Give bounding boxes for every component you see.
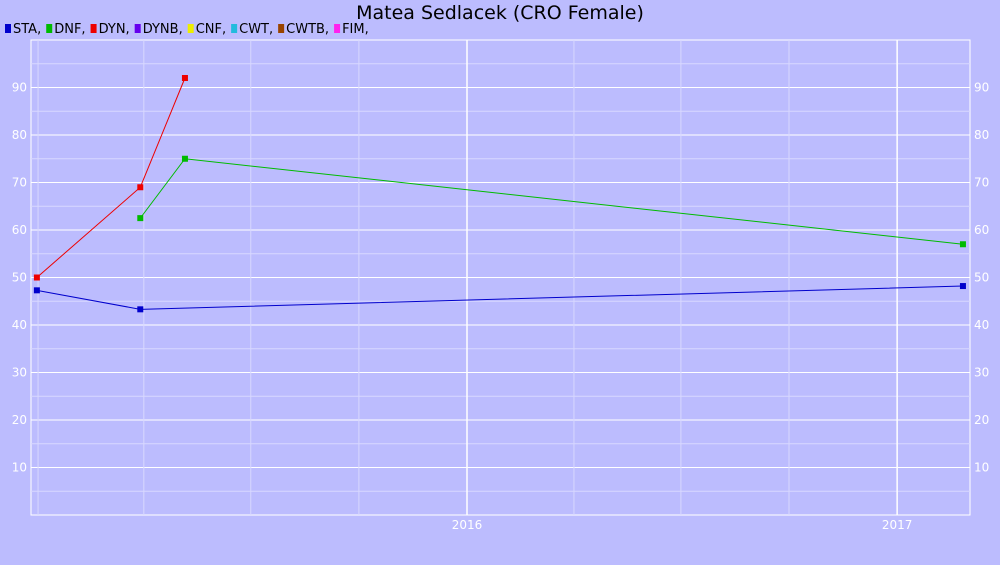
y-tick-label-left: 40 [12,318,27,332]
legend-label: DYNB, [143,22,183,37]
y-tick-label-right: 70 [974,176,989,190]
y-tick-label-right: 90 [974,81,989,95]
data-point [33,274,40,281]
legend-swatch [46,24,53,33]
legend-label: DYN, [99,22,130,37]
series-line [36,285,963,310]
legend-label: STA, [13,22,41,37]
y-tick-label-left: 10 [12,461,27,475]
y-tick-label-left: 30 [12,366,27,380]
legend-swatch [334,24,341,33]
x-tick-label: 2017 [882,518,913,532]
y-tick-label-right: 40 [974,318,989,332]
data-point [33,287,40,294]
legend-swatch [231,24,238,33]
y-tick-label-right: 30 [974,366,989,380]
legend-swatch [134,24,141,33]
y-tick-label-right: 50 [974,271,989,285]
legend-label: CNF, [196,22,226,37]
data-point [137,306,144,313]
y-tick-label-right: 80 [974,128,989,142]
y-tick-label-left: 60 [12,223,27,237]
chart-title: Matea Sedlacek (CRO Female) [356,2,644,24]
legend-swatch [5,24,11,33]
data-point [181,155,188,162]
series-line [36,77,186,278]
axes: 10 10 20 20 30 30 40 40 50 50 60 60 70 70 80 80 90 90 2016… [12,81,990,533]
data-point [959,283,966,290]
legend-label: CWTB, [286,22,329,37]
data-point [137,184,144,191]
legend: STA, DNF, DYN, DYNB, CNF, CWT, CWTB, FIM, [5,22,369,37]
grid [30,39,971,516]
legend-label: DNF, [54,22,85,37]
y-tick-label-left: 80 [12,128,27,142]
legend-swatch [187,24,194,33]
data-point [181,75,188,81]
series [33,75,966,313]
legend-label: CWT, [239,22,273,37]
y-tick-label-left: 70 [12,176,27,190]
y-tick-label-left: 20 [12,413,27,427]
x-tick-label: 2016 [452,518,483,532]
legend-swatch [90,24,97,33]
data-point [137,215,144,222]
y-tick-label-right: 20 [974,413,989,427]
legend-swatch [278,24,285,33]
data-point [959,241,966,248]
y-tick-label-right: 60 [974,223,989,237]
series-line [139,158,964,245]
y-tick-label-right: 10 [974,461,989,475]
legend-label: FIM, [342,22,369,37]
y-tick-label-left: 50 [12,271,27,285]
y-tick-label-left: 90 [12,81,27,95]
